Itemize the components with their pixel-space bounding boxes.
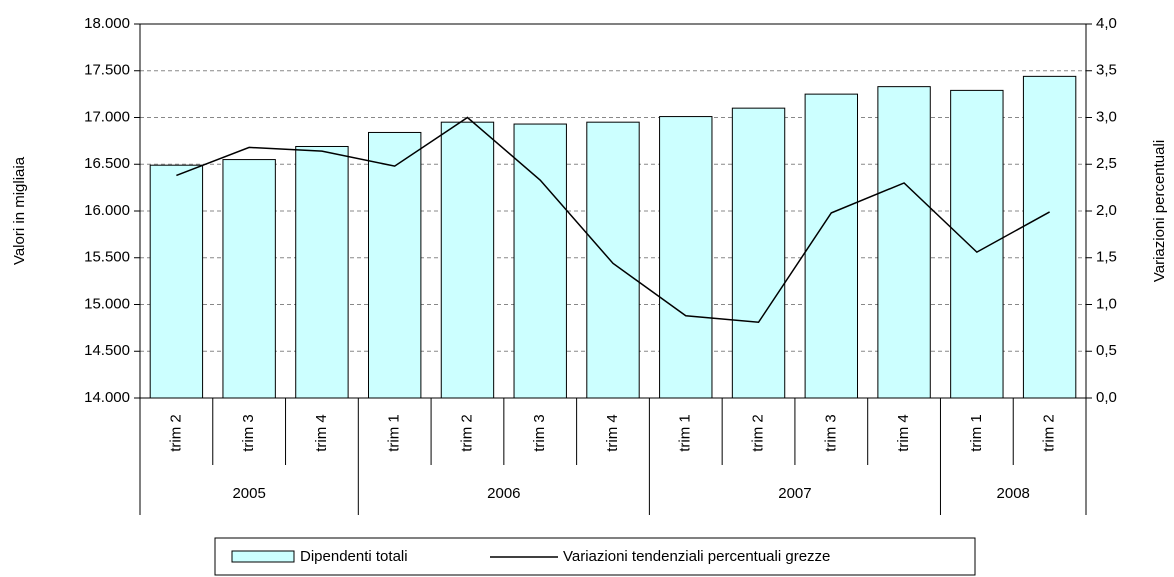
x-tick-label: trim 2 xyxy=(1041,414,1058,452)
bar xyxy=(440,121,495,399)
legend-label: Variazioni tendenziali percentuali grezz… xyxy=(563,548,830,565)
x-tick-label: trim 3 xyxy=(240,414,257,452)
y2-axis-title: Variazioni percentuali xyxy=(1151,140,1168,282)
y2-tick-label: 0,0 xyxy=(1096,389,1117,406)
y-tick-label: 17.500 xyxy=(84,62,130,79)
y-tick-label: 14.000 xyxy=(84,389,130,406)
group-label: 2007 xyxy=(778,485,811,502)
x-tick-label: trim 4 xyxy=(313,414,330,452)
bar xyxy=(586,121,640,399)
bar xyxy=(295,145,349,399)
y-tick-label: 16.500 xyxy=(84,155,130,172)
bar xyxy=(877,86,931,399)
bar xyxy=(1022,75,1077,399)
y2-tick-label: 1,5 xyxy=(1096,249,1117,266)
bar xyxy=(222,159,276,399)
legend-swatch xyxy=(231,550,295,563)
y-axis-title: Valori in migliaia xyxy=(11,156,28,265)
x-tick-label: trim 1 xyxy=(386,414,403,452)
x-tick-label: trim 2 xyxy=(750,414,767,452)
legend-box xyxy=(214,537,976,576)
bar xyxy=(659,116,713,399)
y2-tick-label: 1,0 xyxy=(1096,295,1117,312)
group-label: 2005 xyxy=(232,485,265,502)
y-tick-label: 18.000 xyxy=(84,15,130,32)
y2-tick-label: 3,0 xyxy=(1096,108,1117,125)
x-tick-label: trim 1 xyxy=(677,414,694,452)
x-tick-label: trim 4 xyxy=(604,414,621,452)
y2-tick-label: 2,5 xyxy=(1096,155,1117,172)
y-tick-label: 16.000 xyxy=(84,202,130,219)
line xyxy=(176,116,1050,324)
bar xyxy=(950,89,1004,399)
x-tick-label: trim 2 xyxy=(458,414,475,452)
group-label: 2008 xyxy=(997,485,1030,502)
legend-label: Dipendenti totali xyxy=(300,548,408,565)
bar xyxy=(731,107,786,399)
bar xyxy=(149,164,204,399)
x-tick-label: trim 3 xyxy=(822,414,839,452)
y-tick-label: 14.500 xyxy=(84,342,130,359)
bar xyxy=(513,123,567,399)
x-tick-label: trim 2 xyxy=(167,414,184,452)
x-tick-label: trim 3 xyxy=(531,414,548,452)
x-tick-label: trim 4 xyxy=(895,414,912,452)
bar xyxy=(804,93,859,399)
y2-tick-label: 2,0 xyxy=(1096,202,1117,219)
y2-tick-label: 0,5 xyxy=(1096,342,1117,359)
y-tick-label: 17.000 xyxy=(84,108,130,125)
bar xyxy=(367,131,422,399)
y2-tick-label: 3,5 xyxy=(1096,62,1117,79)
y-tick-label: 15.000 xyxy=(84,295,130,312)
y2-tick-label: 4,0 xyxy=(1096,15,1117,32)
y-tick-label: 15.500 xyxy=(84,249,130,266)
x-tick-label: trim 1 xyxy=(968,414,985,452)
group-label: 2006 xyxy=(487,485,520,502)
